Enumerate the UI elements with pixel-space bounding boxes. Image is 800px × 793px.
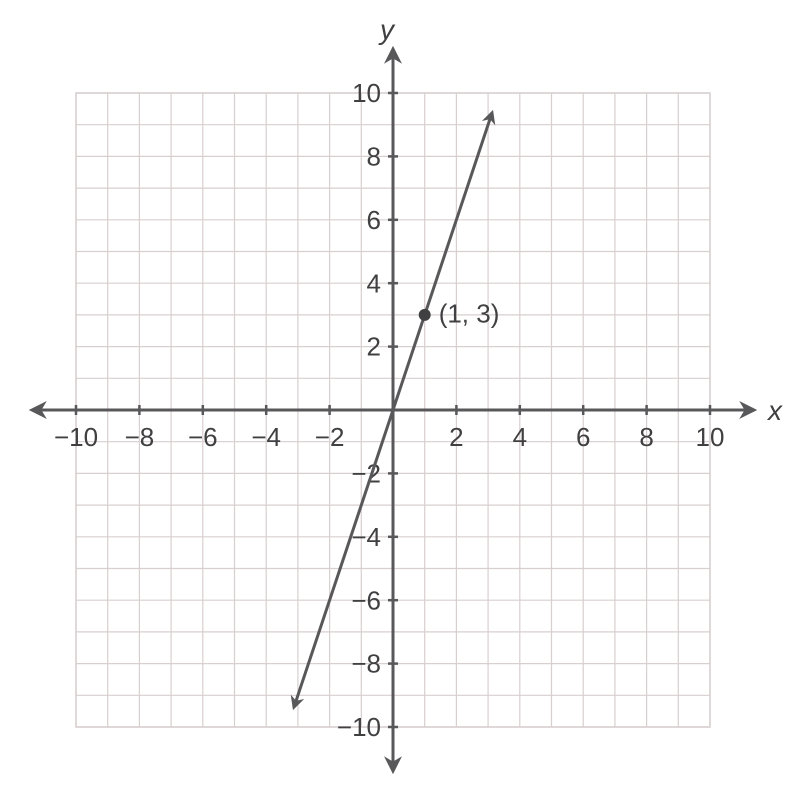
svg-text:−8: −8 — [351, 649, 381, 679]
svg-text:−8: −8 — [125, 422, 155, 452]
svg-text:−4: −4 — [351, 522, 381, 552]
svg-text:6: 6 — [367, 205, 381, 235]
svg-text:−6: −6 — [351, 585, 381, 615]
svg-text:4: 4 — [513, 422, 527, 452]
svg-text:4: 4 — [367, 268, 381, 298]
svg-text:−10: −10 — [337, 712, 381, 742]
svg-text:8: 8 — [367, 142, 381, 172]
svg-text:−10: −10 — [54, 422, 98, 452]
svg-text:8: 8 — [639, 422, 653, 452]
plotted-point — [419, 309, 431, 321]
svg-text:10: 10 — [352, 78, 381, 108]
svg-text:2: 2 — [449, 422, 463, 452]
svg-text:6: 6 — [576, 422, 590, 452]
point-label: (1, 3) — [439, 299, 500, 329]
coordinate-graph: −10−8−6−4−2246810−10−8−6−4−2246810yx(1, … — [0, 0, 800, 793]
x-axis-label: x — [766, 395, 783, 426]
svg-text:10: 10 — [696, 422, 725, 452]
svg-text:−4: −4 — [251, 422, 281, 452]
svg-text:2: 2 — [367, 332, 381, 362]
y-axis-label: y — [378, 14, 396, 45]
svg-text:−6: −6 — [188, 422, 218, 452]
svg-text:−2: −2 — [315, 422, 345, 452]
